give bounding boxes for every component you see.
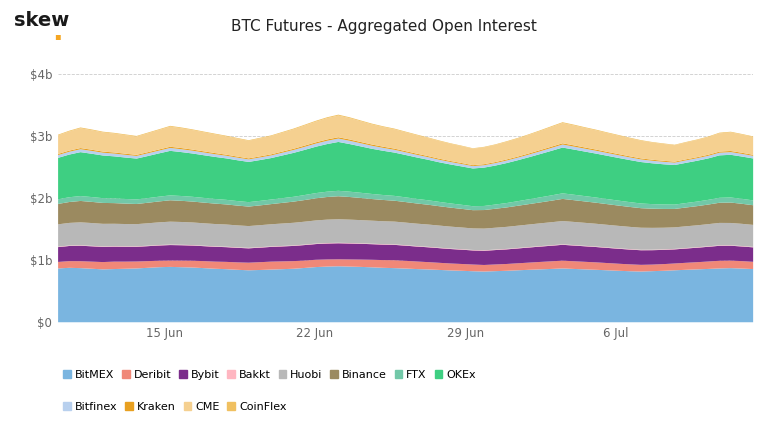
Text: BTC Futures - Aggregated Open Interest: BTC Futures - Aggregated Open Interest — [231, 19, 537, 34]
Legend: Bitfinex, Kraken, CME, CoinFlex: Bitfinex, Kraken, CME, CoinFlex — [63, 402, 286, 412]
Text: skew: skew — [14, 11, 69, 30]
Text: .: . — [52, 18, 63, 46]
